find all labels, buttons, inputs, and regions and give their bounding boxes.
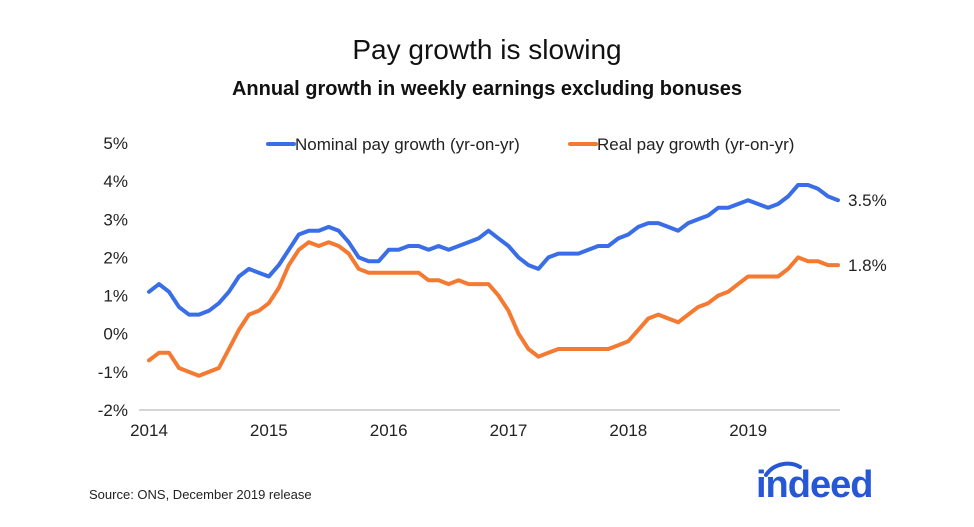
source-note: Source: ONS, December 2019 release: [89, 487, 312, 502]
indeed-logo: indeed: [752, 461, 892, 509]
series-line-0: [147, 183, 840, 317]
x-tick-label: 2018: [609, 421, 647, 440]
x-tick-label: 2016: [370, 421, 408, 440]
chart-title: Pay growth is slowing: [352, 34, 622, 65]
y-tick-label: -2%: [98, 401, 128, 420]
chart-subtitle: Annual growth in weekly earnings excludi…: [231, 78, 743, 100]
y-tick-label: 0%: [103, 325, 128, 344]
y-tick-label: 5%: [103, 134, 128, 153]
y-tick-label: 4%: [103, 172, 128, 191]
x-tick-label: 2014: [130, 421, 168, 440]
y-tick-label: 1%: [103, 287, 128, 306]
logo-wordmark: indeed: [756, 464, 873, 506]
x-tick-label: 2015: [250, 421, 288, 440]
x-tick-label: 2017: [490, 421, 528, 440]
x-tick-label: 2019: [729, 421, 767, 440]
legend-label-1: Real pay growth (yr-on-yr): [597, 135, 794, 154]
series-line-1: [147, 240, 840, 378]
y-tick-label: 3%: [103, 210, 128, 229]
y-tick-label: -1%: [98, 363, 128, 382]
legend-label-0: Nominal pay growth (yr-on-yr): [295, 135, 520, 154]
logo-arc-icon: [764, 461, 802, 477]
end-value-label-0: 3.5%: [848, 191, 887, 210]
end-value-label-1: 1.8%: [848, 256, 887, 275]
y-tick-label: 2%: [103, 248, 128, 267]
